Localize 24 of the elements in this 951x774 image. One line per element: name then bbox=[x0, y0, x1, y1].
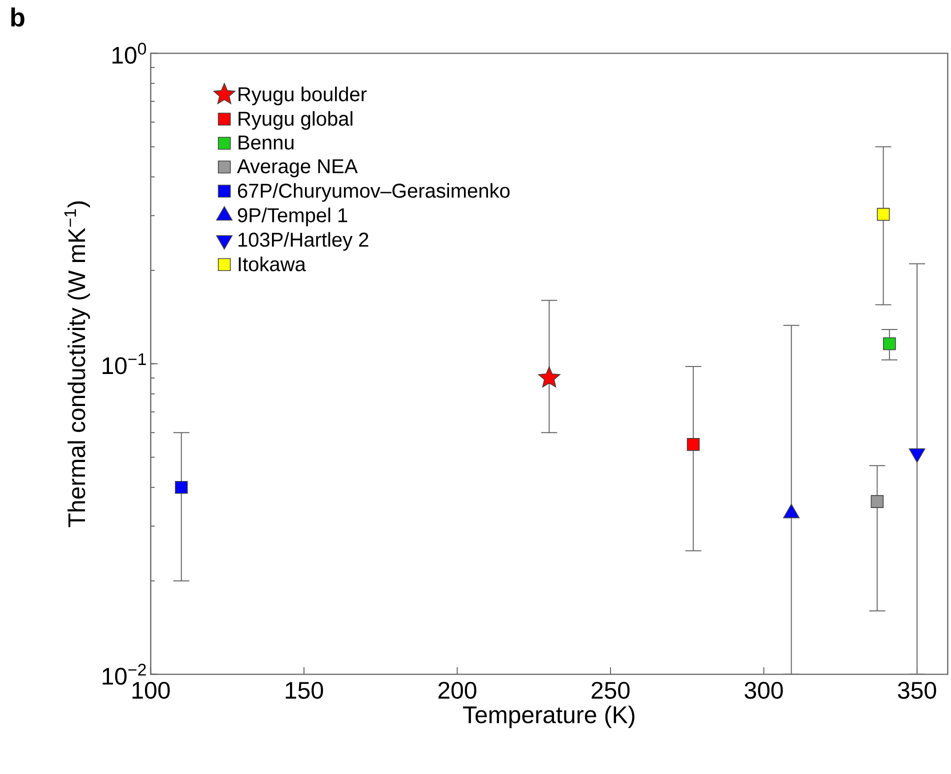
x-tick-label: 250 bbox=[592, 682, 630, 699]
x-tick-label: 300 bbox=[744, 682, 783, 699]
legend-label: Average NEA bbox=[237, 159, 358, 178]
text: b bbox=[11, 8, 24, 27]
legend-label: 9P/Tempel 1 bbox=[238, 208, 348, 226]
x-tick-label: 350 bbox=[898, 682, 936, 699]
x-tick-label: 150 bbox=[286, 682, 324, 699]
y-axis-title: Thermal conductivity (W mK$^{−1}$) bbox=[64, 201, 90, 528]
point bbox=[174, 480, 188, 494]
point bbox=[686, 438, 700, 451]
y-tick-label: 10$^{−1}$ bbox=[102, 353, 146, 374]
legend-label: 103P/Hartley 2 bbox=[238, 232, 368, 251]
legend-label: Ryugu boulder bbox=[238, 86, 367, 106]
point bbox=[876, 208, 890, 221]
x-axis-title: Temperature (K) bbox=[463, 706, 634, 728]
point bbox=[870, 495, 884, 508]
legend-label: Bennu bbox=[238, 136, 294, 150]
legend-label: 67P/Churyumov–Gerasimenko bbox=[238, 183, 510, 202]
x-tick-label: 200 bbox=[438, 682, 476, 699]
legend-label: Ryugu global bbox=[238, 111, 352, 130]
legend-label: Itokawa bbox=[238, 256, 306, 272]
point bbox=[538, 366, 560, 388]
point bbox=[883, 337, 896, 350]
y-tick-label: 10$^{0}$ bbox=[112, 42, 146, 64]
